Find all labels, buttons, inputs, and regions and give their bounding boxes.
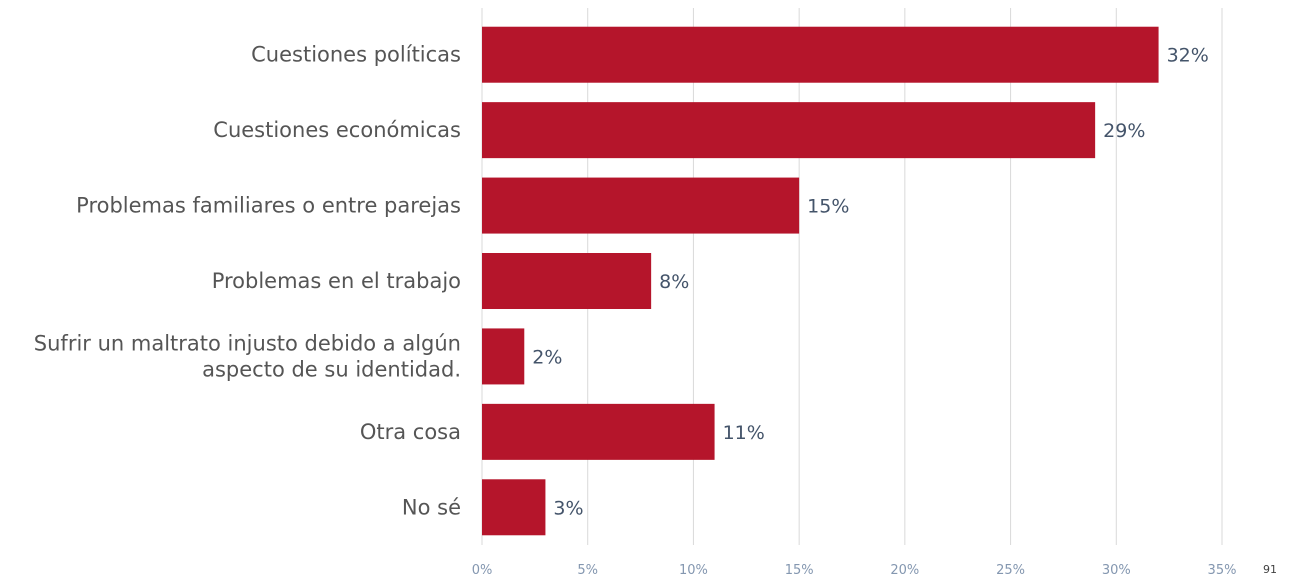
bar: [482, 177, 800, 234]
value-label: 29%: [1103, 120, 1145, 142]
bar: [482, 328, 525, 385]
category-label: Problemas familiares o entre parejas: [76, 194, 461, 218]
category-label: Problemas en el trabajo: [212, 269, 461, 293]
value-label: 2%: [532, 346, 562, 368]
x-tick-label: 35%: [1208, 563, 1237, 578]
value-label: 32%: [1167, 45, 1209, 67]
x-tick-label: 30%: [1102, 563, 1131, 578]
category-label: aspecto de su identidad.: [202, 357, 461, 381]
bar: [482, 403, 715, 460]
value-label: 11%: [723, 422, 765, 444]
x-tick-label: 15%: [785, 563, 814, 578]
value-label: 3%: [553, 497, 583, 519]
bar: [482, 253, 652, 309]
value-label: 8%: [659, 271, 689, 293]
bar: [482, 479, 546, 536]
x-tick-label: 25%: [996, 563, 1025, 578]
bar: [482, 26, 1159, 83]
value-label: 15%: [807, 196, 849, 218]
x-tick-label: 20%: [890, 563, 919, 578]
x-tick-label: 5%: [577, 563, 598, 578]
category-label: Sufrir un maltrato injusto debido a algú…: [34, 331, 461, 355]
category-label: No sé: [402, 495, 461, 519]
x-tick-label: 0%: [472, 563, 493, 578]
category-label: Cuestiones políticas: [251, 43, 461, 67]
category-label: Otra cosa: [360, 420, 461, 444]
category-label: Cuestiones económicas: [213, 118, 461, 142]
x-tick-label: 10%: [679, 563, 708, 578]
page-number: 91: [1263, 563, 1277, 576]
bar: [482, 102, 1096, 159]
